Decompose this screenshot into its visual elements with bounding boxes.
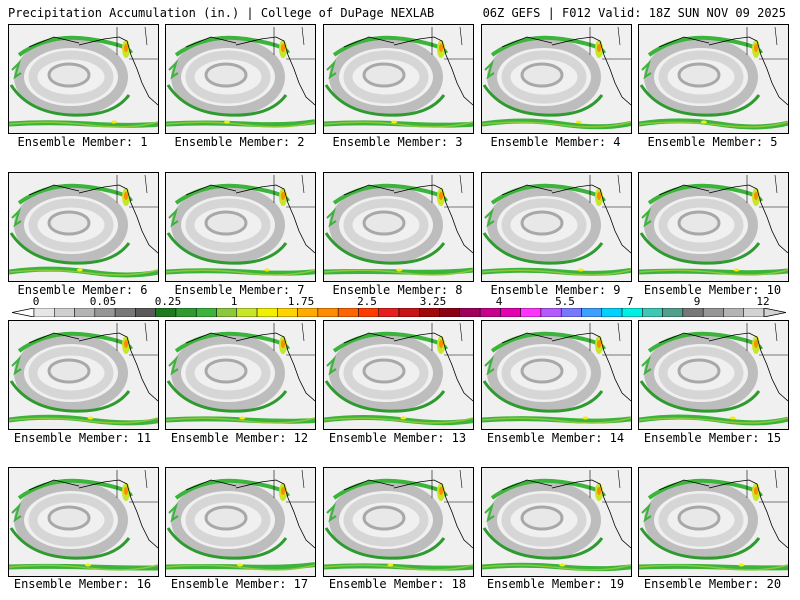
colorbar-swatch (94, 308, 116, 317)
colorbar-swatch (723, 308, 744, 317)
ensemble-member-label: Ensemble Member: 20 (643, 577, 782, 591)
colorbar-swatch (419, 308, 440, 317)
colorbar-swatch (337, 308, 359, 317)
colorbar-swatch (277, 308, 298, 317)
ensemble-member-label: Ensemble Member: 10 (643, 283, 782, 297)
title-right: 06Z GEFS | F012 Valid: 18Z SUN NOV 09 20… (482, 6, 786, 20)
colorbar-swatch (317, 308, 339, 317)
ensemble-member-map-19 (481, 467, 632, 577)
colorbar-swatch (662, 308, 684, 317)
ensemble-member-label: Ensemble Member: 18 (328, 577, 467, 591)
precipitation-colorbar (12, 308, 786, 317)
ensemble-member-label: Ensemble Member: 11 (13, 431, 152, 445)
ensemble-member-label: Ensemble Member: 1 (17, 135, 148, 149)
colorbar-swatch (459, 308, 481, 317)
colorbar-swatch (236, 308, 258, 317)
colorbar-tick-label: 1.75 (287, 295, 315, 308)
colorbar-swatch (500, 308, 521, 317)
colorbar-tick-label: 3.25 (419, 295, 447, 308)
colorbar-swatch (682, 308, 704, 317)
ensemble-member-label: Ensemble Member: 3 (332, 135, 463, 149)
ensemble-member-label: Ensemble Member: 8 (332, 283, 463, 297)
ensemble-member-map-14 (481, 320, 632, 430)
colorbar-swatch (74, 308, 96, 317)
ensemble-member-label: Ensemble Member: 17 (170, 577, 309, 591)
ensemble-member-label: Ensemble Member: 7 (174, 283, 305, 297)
ensemble-member-map-9 (481, 172, 632, 282)
colorbar-tick-label: 0.05 (89, 295, 117, 308)
ensemble-member-label: Ensemble Member: 13 (328, 431, 467, 445)
ensemble-member-label: Ensemble Member: 5 (647, 135, 778, 149)
ensemble-member-label: Ensemble Member: 15 (643, 431, 782, 445)
ensemble-member-label: Ensemble Member: 6 (17, 283, 148, 297)
colorbar-swatch (216, 308, 238, 317)
ensemble-member-map-5 (638, 24, 789, 134)
colorbar-swatch (743, 308, 765, 317)
colorbar-tick-label: 1 (230, 295, 238, 308)
colorbar-right-arrow (763, 308, 786, 317)
ensemble-member-map-18 (323, 467, 474, 577)
ensemble-member-label: Ensemble Member: 4 (490, 135, 621, 149)
ensemble-member-map-3 (323, 24, 474, 134)
colorbar-swatch (378, 308, 400, 317)
colorbar-tick-label: 5.5 (555, 295, 575, 308)
colorbar-swatch (135, 308, 156, 317)
colorbar-swatch (54, 308, 75, 317)
colorbar-swatch (702, 308, 724, 317)
ensemble-member-label: Ensemble Member: 19 (486, 577, 625, 591)
colorbar-swatch (256, 308, 278, 317)
ensemble-member-label: Ensemble Member: 16 (13, 577, 152, 591)
colorbar-swatch (175, 308, 197, 317)
ensemble-member-label: Ensemble Member: 9 (490, 283, 621, 297)
ensemble-member-label: Ensemble Member: 14 (486, 431, 625, 445)
colorbar-swatch (358, 308, 379, 317)
ensemble-member-map-17 (165, 467, 316, 577)
colorbar-swatch (520, 308, 542, 317)
colorbar-tick-label: 7 (626, 295, 634, 308)
colorbar-swatch (560, 308, 582, 317)
ensemble-member-map-8 (323, 172, 474, 282)
colorbar-swatch (398, 308, 420, 317)
colorbar-tick-label: 4 (495, 295, 503, 308)
ensemble-member-map-12 (165, 320, 316, 430)
colorbar-swatch (601, 308, 623, 317)
title-left: Precipitation Accumulation (in.) | Colle… (8, 6, 435, 20)
ensemble-member-map-1 (8, 24, 159, 134)
ensemble-member-map-2 (165, 24, 316, 134)
colorbar-swatch (33, 308, 55, 317)
colorbar-tick-label: 9 (693, 295, 701, 308)
colorbar-swatch (621, 308, 643, 317)
ensemble-member-map-6 (8, 172, 159, 282)
ensemble-member-map-4 (481, 24, 632, 134)
colorbar-swatch (642, 308, 663, 317)
colorbar-swatch (195, 308, 217, 317)
colorbar-left-arrow (12, 308, 35, 317)
colorbar-swatch (540, 308, 562, 317)
ensemble-member-label: Ensemble Member: 12 (170, 431, 309, 445)
colorbar-swatch (155, 308, 177, 317)
ensemble-member-map-15 (638, 320, 789, 430)
colorbar-tick-label: 0 (32, 295, 40, 308)
colorbar-tick-label: 2.5 (357, 295, 377, 308)
colorbar-swatch (439, 308, 461, 317)
colorbar-swatch (297, 308, 319, 317)
ensemble-member-map-20 (638, 467, 789, 577)
ensemble-member-map-16 (8, 467, 159, 577)
ensemble-member-map-7 (165, 172, 316, 282)
ensemble-member-map-13 (323, 320, 474, 430)
ensemble-member-map-11 (8, 320, 159, 430)
colorbar-swatch (479, 308, 501, 317)
colorbar-tick-label: 0.25 (154, 295, 182, 308)
colorbar-swatch (114, 308, 136, 317)
ensemble-member-label: Ensemble Member: 2 (174, 135, 305, 149)
colorbar-tick-label: 12 (756, 295, 770, 308)
ensemble-member-map-10 (638, 172, 789, 282)
colorbar-swatch (581, 308, 603, 317)
